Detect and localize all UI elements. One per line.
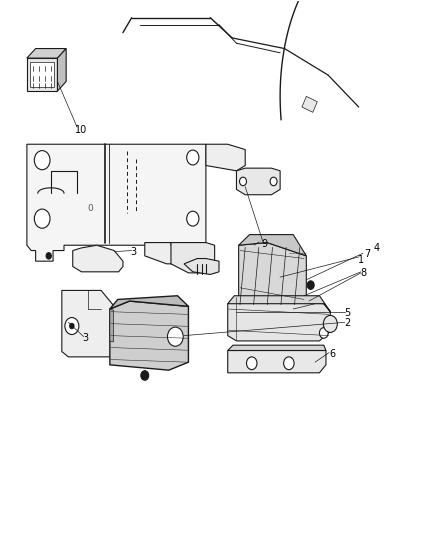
Polygon shape bbox=[239, 243, 306, 309]
Text: 3: 3 bbox=[83, 333, 89, 343]
Circle shape bbox=[34, 151, 50, 169]
Polygon shape bbox=[110, 296, 188, 309]
Text: 1: 1 bbox=[358, 255, 364, 264]
Text: 2: 2 bbox=[345, 318, 351, 328]
Circle shape bbox=[304, 298, 309, 304]
Text: 10: 10 bbox=[75, 125, 88, 135]
Polygon shape bbox=[239, 235, 306, 256]
Polygon shape bbox=[228, 296, 330, 312]
Polygon shape bbox=[27, 144, 206, 261]
Circle shape bbox=[247, 357, 257, 369]
Circle shape bbox=[187, 211, 199, 226]
Circle shape bbox=[307, 281, 314, 289]
Text: 7: 7 bbox=[364, 249, 371, 259]
Text: 0: 0 bbox=[87, 204, 93, 213]
Text: 3: 3 bbox=[131, 247, 137, 257]
Polygon shape bbox=[228, 351, 326, 373]
Text: 4: 4 bbox=[373, 243, 379, 253]
Polygon shape bbox=[110, 301, 188, 370]
Polygon shape bbox=[184, 259, 219, 274]
Circle shape bbox=[70, 324, 74, 329]
Polygon shape bbox=[145, 243, 188, 264]
Circle shape bbox=[34, 209, 50, 228]
Polygon shape bbox=[302, 96, 317, 112]
Circle shape bbox=[270, 177, 277, 185]
Polygon shape bbox=[30, 62, 54, 87]
Text: 5: 5 bbox=[345, 308, 351, 318]
Circle shape bbox=[167, 327, 183, 346]
Polygon shape bbox=[171, 243, 215, 273]
Circle shape bbox=[323, 316, 337, 333]
Circle shape bbox=[65, 318, 79, 335]
Polygon shape bbox=[237, 168, 280, 195]
Polygon shape bbox=[27, 49, 66, 58]
Circle shape bbox=[319, 328, 328, 338]
Polygon shape bbox=[62, 290, 132, 357]
Text: 9: 9 bbox=[262, 239, 268, 248]
Polygon shape bbox=[110, 309, 113, 342]
Polygon shape bbox=[27, 58, 57, 91]
Polygon shape bbox=[228, 345, 326, 351]
Polygon shape bbox=[57, 49, 66, 91]
Polygon shape bbox=[228, 298, 330, 341]
Circle shape bbox=[240, 177, 247, 185]
Circle shape bbox=[141, 370, 149, 380]
Circle shape bbox=[46, 253, 51, 259]
Text: 6: 6 bbox=[329, 349, 336, 359]
Circle shape bbox=[187, 150, 199, 165]
Text: 8: 8 bbox=[360, 268, 366, 278]
Circle shape bbox=[284, 357, 294, 369]
Polygon shape bbox=[206, 144, 245, 171]
Polygon shape bbox=[73, 245, 123, 272]
